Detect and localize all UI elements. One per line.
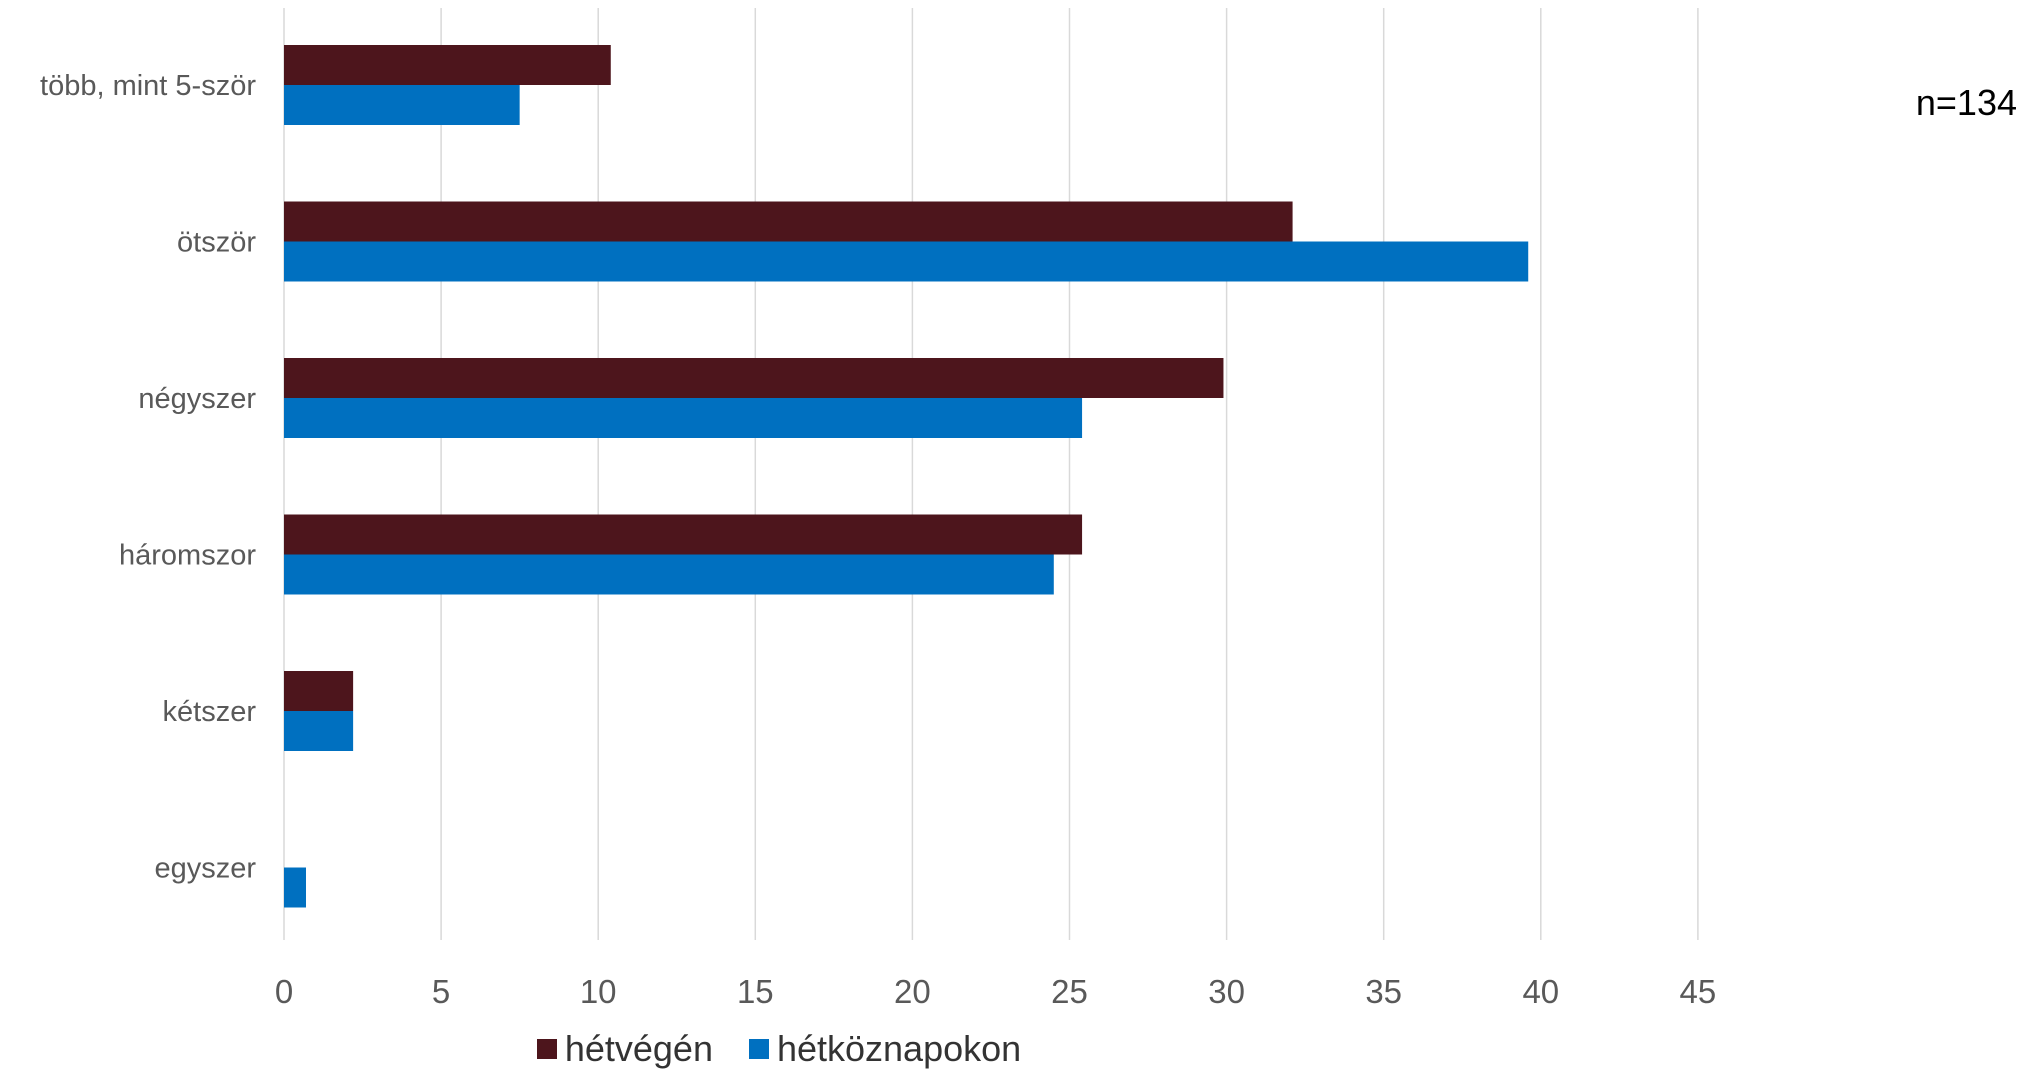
x-tick-label: 10	[580, 973, 617, 1010]
bar-weekend	[284, 201, 1293, 242]
legend-swatch-weekend	[536, 1039, 557, 1059]
bar-weekdays	[284, 241, 1529, 282]
bar-weekdays	[284, 398, 1083, 438]
x-tick-label: 25	[1051, 973, 1088, 1010]
category-label: négyszer	[138, 383, 256, 415]
bar-weekdays	[284, 711, 354, 751]
category-label: egyszer	[154, 853, 256, 885]
x-tick-label: 30	[1208, 973, 1245, 1010]
x-tick-label: 15	[737, 973, 774, 1010]
sample-size-note: n=134	[1915, 82, 2017, 123]
x-tick-label: 35	[1365, 973, 1402, 1010]
x-tick-label: 45	[1680, 973, 1717, 1010]
x-tick-label: 40	[1522, 973, 1559, 1010]
legend: hétvégén hétköznapokon	[0, 1027, 2039, 1071]
category-label: ötször	[177, 227, 256, 259]
bar-weekdays	[284, 867, 306, 908]
bar-weekdays	[284, 554, 1054, 595]
x-tick-label: 0	[275, 973, 293, 1010]
bar-weekend	[284, 45, 611, 85]
legend-swatch-weekdays	[748, 1039, 769, 1059]
legend-item-weekend: hétvégén	[536, 1028, 713, 1070]
x-tick-label: 5	[432, 973, 450, 1010]
category-labels: több, mint 5-ször ötször négyszer háromszor…	[40, 70, 256, 885]
legend-item-weekdays: hétköznapokon	[748, 1028, 1022, 1070]
bar-weekend	[284, 671, 354, 711]
category-label: háromszor	[119, 540, 256, 572]
category-label: kétszer	[163, 696, 257, 728]
bar-weekdays	[284, 85, 520, 125]
category-label: több, mint 5-ször	[40, 70, 256, 102]
legend-label-weekend: hétvégén	[564, 1028, 713, 1069]
legend-label-weekdays: hétköznapokon	[776, 1028, 1022, 1069]
x-axis-ticks: 0 5 10 15 20 25 30 35 40 45	[275, 973, 1716, 1010]
bar-weekend	[284, 358, 1224, 398]
gridlines	[283, 8, 1699, 940]
bars	[284, 45, 1529, 908]
bar-weekend	[284, 514, 1083, 555]
x-tick-label: 20	[894, 973, 931, 1010]
